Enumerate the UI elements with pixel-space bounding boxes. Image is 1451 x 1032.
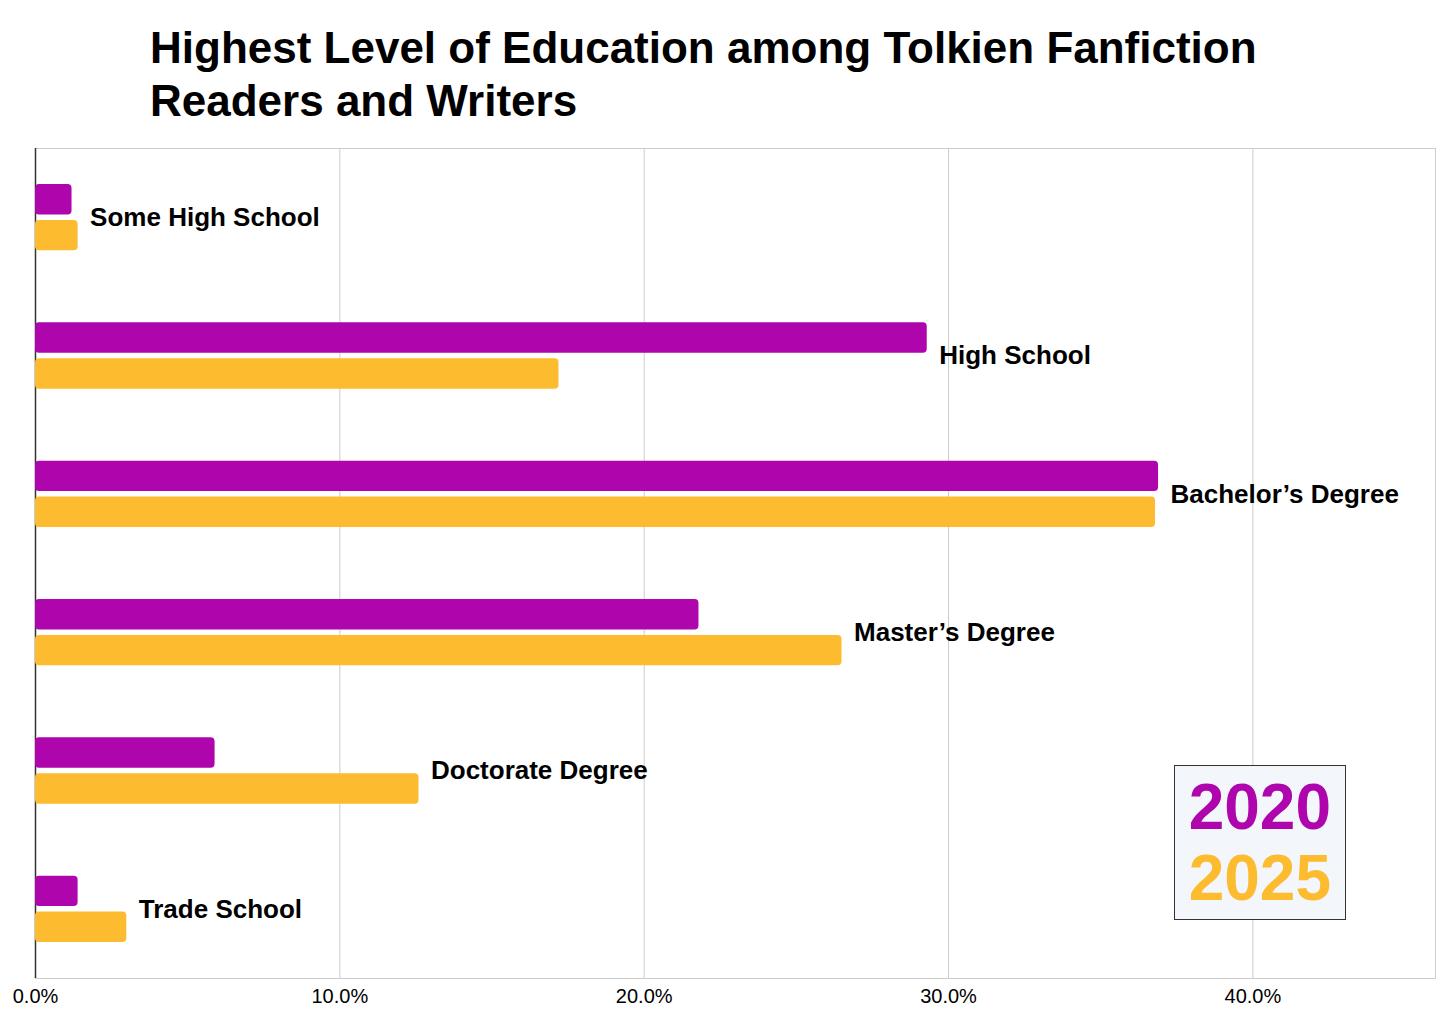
svg-text:20.0%: 20.0% xyxy=(616,985,673,1007)
svg-text:Bachelor’s Degree: Bachelor’s Degree xyxy=(1171,479,1399,509)
svg-text:Trade School: Trade School xyxy=(139,894,302,924)
svg-text:Master’s Degree: Master’s Degree xyxy=(854,617,1055,647)
svg-text:Some High School: Some High School xyxy=(90,202,320,232)
svg-text:30.0%: 30.0% xyxy=(920,985,977,1007)
svg-text:40.0%: 40.0% xyxy=(1225,985,1282,1007)
svg-text:High School: High School xyxy=(939,340,1091,370)
svg-text:Doctorate Degree: Doctorate Degree xyxy=(431,755,648,785)
html-text:2025: 2025 xyxy=(1188,841,1331,914)
html-text:Highest Level of Education amo: Highest Level of Education among Tolkien… xyxy=(150,23,1257,125)
svg-text:0.0%: 0.0% xyxy=(13,985,59,1007)
html-text:2020: 2020 xyxy=(1188,771,1331,844)
svg-text:10.0%: 10.0% xyxy=(311,985,368,1007)
